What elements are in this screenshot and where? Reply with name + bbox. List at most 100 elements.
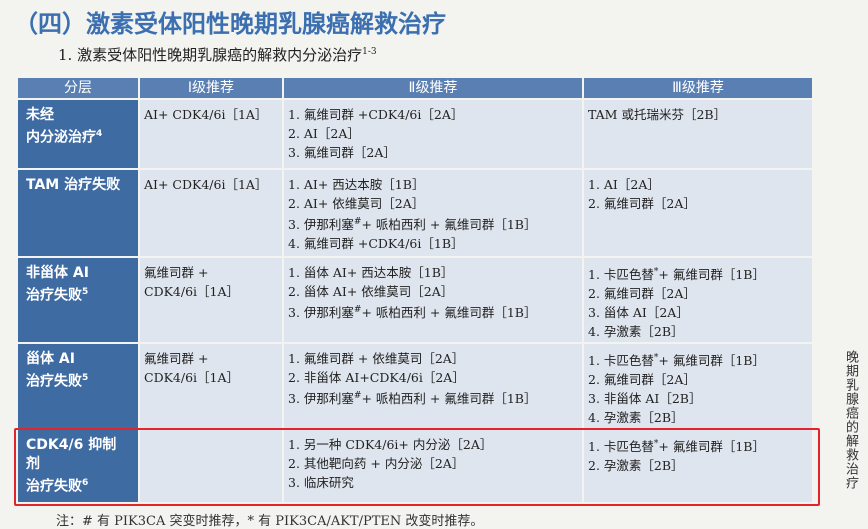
recommendation-text: 3. 临床研究 <box>288 475 354 490</box>
recommendation: 2. 其他靶向药 + 内分泌［2A］ <box>288 454 578 473</box>
recommendation: 1. 甾体 AI+ 西达本胺［1B］ <box>288 263 578 282</box>
layer-line: TAM 治疗失败 <box>26 177 121 193</box>
recommendation: 3. 甾体 AI［2A］ <box>588 303 808 322</box>
level3-cell: 1. 卡匹色替*+ 氟维司群［1B］ 2. 氟维司群［2A］ 3. 非甾体 AI［2… <box>584 344 812 428</box>
recommendation-text: 2. 氟维司群［2A］ <box>588 372 696 388</box>
recommendation: 3. 临床研究 <box>288 473 578 492</box>
recommendation: 1. 氟维司群 +CDK4/6i［2A］ <box>288 105 578 124</box>
recommendation: 1. 卡匹色替*+ 氟维司群［1B］ <box>588 435 808 456</box>
recommendation: 1. AI+ 西达本胺［1B］ <box>288 175 578 194</box>
recommendation-text: 4. 孕激素［2B］ <box>588 324 684 340</box>
layer-ref: 5 <box>82 373 89 383</box>
footnote: 注：# 有 PIK3CA 突变时推荐，* 有 PIK3CA/AKT/PTEN 改… <box>56 514 484 529</box>
layer-line: 甾体 AI <box>26 351 75 367</box>
recommendation: 1. AI［2A］ <box>588 175 808 194</box>
level2-cell: 1. AI+ 西达本胺［1B］ 2. AI+ 依维莫司［2A］ 3. 伊那利塞#+ … <box>284 170 582 256</box>
level3-cell: 1. 卡匹色替*+ 氟维司群［1B］ 2. 孕激素［2B］ <box>584 430 812 502</box>
recommendation-text: 1. 卡匹色替 <box>588 353 654 369</box>
level3-cell: TAM 或托瑞米芬［2B］ <box>584 100 812 168</box>
highlight-box <box>14 428 820 506</box>
subtitle-ref: 1-3 <box>362 47 377 57</box>
subtitle: 1. 激素受体阳性晚期乳腺癌的解救内分泌治疗1-3 <box>58 44 377 65</box>
level1-cell: 氟维司群 + CDK4/6i［1A］ <box>140 344 282 428</box>
recommendation-text: TAM 或托瑞米芬［2B］ <box>588 107 727 122</box>
recommendation: 2. 甾体 AI+ 依维莫司［2A］ <box>288 282 578 301</box>
level1-line: AI+ CDK4/6i［1A］ <box>144 107 268 122</box>
level1-cell: AI+ CDK4/6i［1A］ <box>140 170 282 256</box>
header-cell: 分层 <box>18 78 138 98</box>
recommendation-text: 2. 甾体 AI+ 依维莫司［2A］ <box>288 284 454 299</box>
recommendation: 1. 卡匹色替*+ 氟维司群［1B］ <box>588 349 808 370</box>
recommendation: 2. 孕激素［2B］ <box>588 456 808 475</box>
recommendation-text: 3. 氟维司群［2A］ <box>288 145 396 160</box>
recommendation-text: 1. 卡匹色替 <box>588 439 654 455</box>
header-cell: Ⅱ级推荐 <box>284 78 582 98</box>
layer-cell: 甾体 AI 治疗失败5 <box>18 344 138 428</box>
recommendation: 2. 氟维司群［2A］ <box>588 284 808 303</box>
recommendation: 2. 氟维司群［2A］ <box>588 370 808 389</box>
layer-line: 治疗失败5 <box>26 287 89 304</box>
layer-cell: CDK4/6 抑制剂 治疗失败6 <box>18 430 138 502</box>
level3-cell: 1. 卡匹色替*+ 氟维司群［1B］ 2. 氟维司群［2A］ 3. 甾体 AI［2A… <box>584 258 812 342</box>
recommendation-ref: * <box>653 439 659 449</box>
layer-cell: 未经 内分泌治疗4 <box>18 100 138 168</box>
side-label: 晚期乳腺癌的解救治疗 <box>843 350 858 490</box>
layer-line: 治疗失败5 <box>26 373 89 390</box>
recommendation-text: 1. 氟维司群 + 依维莫司［2A］ <box>288 351 465 366</box>
recommendation-text: 1. 另一种 CDK4/6i+ 内分泌［2A］ <box>288 437 493 452</box>
recommendation-text: 1. 甾体 AI+ 西达本胺［1B］ <box>288 265 454 280</box>
recommendation-text: 2. 其他靶向药 + 内分泌［2A］ <box>288 456 465 471</box>
level1-line: CDK4/6i［1A］ <box>144 370 240 385</box>
level2-cell: 1. 甾体 AI+ 西达本胺［1B］ 2. 甾体 AI+ 依维莫司［2A］ 3. 伊… <box>284 258 582 342</box>
recommendation: 2. AI［2A］ <box>288 124 578 143</box>
recommendation-text: 2. 氟维司群［2A］ <box>588 196 696 211</box>
recommendation: 3. 伊那利塞#+ 哌柏西利 + 氟维司群［1B］ <box>288 301 578 322</box>
recommendation-text: + 哌柏西利 + 氟维司群［1B］ <box>361 305 537 321</box>
level1-line: AI+ CDK4/6i［1A］ <box>144 177 268 192</box>
level3-cell: 1. AI［2A］ 2. 氟维司群［2A］ <box>584 170 812 256</box>
recommendation-text: 1. 氟维司群 +CDK4/6i［2A］ <box>288 107 464 122</box>
recommendation-text: 2. 孕激素［2B］ <box>588 458 684 474</box>
recommendation: 1. 氟维司群 + 依维莫司［2A］ <box>288 349 578 368</box>
recommendation-text: 1. AI+ 西达本胺［1B］ <box>288 177 425 192</box>
layer-cell: TAM 治疗失败 <box>18 170 138 256</box>
recommendation: 1. 另一种 CDK4/6i+ 内分泌［2A］ <box>288 435 578 454</box>
recommendation-ref: * <box>653 267 659 277</box>
recommendation: 2. 氟维司群［2A］ <box>588 194 808 213</box>
level1-line: 氟维司群 + <box>144 265 209 280</box>
recommendation-text: 1. AI［2A］ <box>588 177 660 192</box>
header-cell: Ⅲ级推荐 <box>584 78 812 98</box>
layer-ref: 6 <box>82 478 89 488</box>
recommendation: TAM 或托瑞米芬［2B］ <box>588 105 808 124</box>
subtitle-text: 1. 激素受体阳性晚期乳腺癌的解救内分泌治疗 <box>58 46 363 64</box>
layer-line: 治疗失败6 <box>26 478 89 495</box>
layer-ref: 5 <box>82 287 89 297</box>
recommendation-ref: # <box>353 217 362 227</box>
level1-line: 氟维司群 + <box>144 351 209 366</box>
recommendation: 4. 孕激素［2B］ <box>588 408 808 427</box>
level2-cell: 1. 氟维司群 +CDK4/6i［2A］ 2. AI［2A］ 3. 氟维司群［2A］ <box>284 100 582 168</box>
recommendation-text: 2. AI+ 依维莫司［2A］ <box>288 196 425 211</box>
level2-cell: 1. 另一种 CDK4/6i+ 内分泌［2A］ 2. 其他靶向药 + 内分泌［2A… <box>284 430 582 502</box>
recommendation-text: 3. 伊那利塞 <box>288 217 354 233</box>
recommendation-text: + 氟维司群［1B］ <box>658 267 765 283</box>
recommendation-text: 3. 甾体 AI［2A］ <box>588 305 689 321</box>
recommendation-text: + 哌柏西利 + 氟维司群［1B］ <box>361 391 537 407</box>
recommendation-text: 1. 卡匹色替 <box>588 267 654 283</box>
recommendation-text: 3. 非甾体 AI［2B］ <box>588 391 702 407</box>
level1-cell: AI+ CDK4/6i［1A］ <box>140 100 282 168</box>
recommendation: 2. 非甾体 AI+CDK4/6i［2A］ <box>288 368 578 387</box>
recommendation-text: 3. 伊那利塞 <box>288 305 354 321</box>
recommendation: 3. 非甾体 AI［2B］ <box>588 389 808 408</box>
recommendation: 3. 伊那利塞#+ 哌柏西利 + 氟维司群［1B］ <box>288 213 578 234</box>
recommendation-text: 2. 氟维司群［2A］ <box>588 286 696 302</box>
recommendation-text: 2. AI［2A］ <box>288 126 360 141</box>
header-cell: Ⅰ级推荐 <box>140 78 282 98</box>
title: （四）激素受体阳性晚期乳腺癌解救治疗 <box>14 10 446 38</box>
recommendation-text: 4. 孕激素［2B］ <box>588 410 684 426</box>
recommendation-text: 4. 氟维司群 +CDK4/6i［1B］ <box>288 236 464 252</box>
recommendation-ref: * <box>653 353 659 363</box>
recommendation-text: 3. 伊那利塞 <box>288 391 354 407</box>
level1-cell <box>140 430 282 502</box>
recommendation-text: 2. 非甾体 AI+CDK4/6i［2A］ <box>288 370 465 385</box>
